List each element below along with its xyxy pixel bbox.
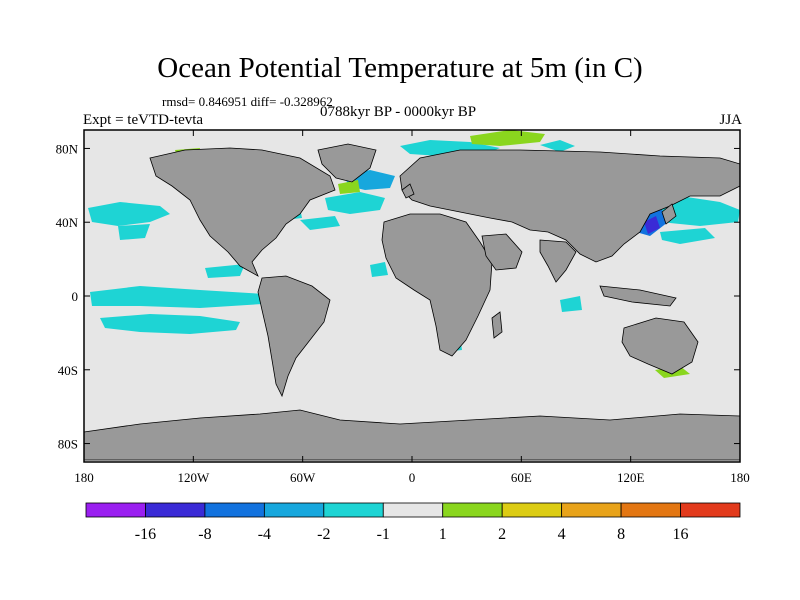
colorbar-label: 16	[673, 526, 689, 543]
colorbar-label: -2	[317, 526, 330, 543]
colorbar-label: 8	[617, 526, 625, 543]
landmass-uk	[401, 183, 415, 199]
land-masses	[84, 143, 740, 461]
y-tick-label: 40N	[56, 215, 79, 230]
anomaly-patch-natl	[325, 192, 385, 214]
anomaly-patch-arctic2	[540, 140, 575, 152]
rmsd-diff-stats: rmsd= 0.846951 diff= -0.328962	[162, 94, 333, 109]
colorbar-swatch	[145, 502, 206, 518]
map-panel	[83, 129, 741, 463]
x-tick-label: 0	[409, 470, 416, 485]
colorbar-label: -8	[198, 526, 211, 543]
colorbar-swatch	[561, 502, 622, 518]
landmass-indonesia	[599, 285, 677, 307]
landmass-north-america	[149, 147, 336, 277]
anomaly-patch-eqpac	[90, 286, 265, 308]
plot-title: Ocean Potential Temperature at 5m (in C)	[157, 52, 643, 84]
landmass-antarctica	[84, 409, 740, 461]
colorbar-swatch	[501, 502, 563, 518]
x-tick-label: 60E	[511, 470, 532, 485]
latitude-axis: 80N 40N 0 40S 80S	[56, 141, 740, 452]
colorbar-swatch	[442, 502, 503, 518]
season-label: JJA	[719, 112, 742, 128]
colorbar-label: -1	[377, 526, 390, 543]
anomaly-patch-green-arctic	[470, 130, 545, 146]
landmass-greenland	[317, 143, 377, 183]
colorbar-swatch	[620, 502, 681, 518]
landmass-south-america	[257, 275, 331, 398]
anomaly-patch-natl3	[300, 216, 340, 230]
x-tick-label: 180	[730, 470, 750, 485]
y-tick-label: 80N	[56, 141, 79, 156]
landmass-australia	[621, 317, 699, 375]
x-tick-label: 120W	[177, 470, 210, 485]
colorbar-label: -4	[258, 526, 271, 543]
colorbar-label: -16	[135, 526, 156, 543]
colorbar-swatch	[85, 502, 146, 518]
anomaly-patch-subtrop-pac	[205, 264, 245, 278]
colorbar-swatch	[323, 502, 384, 518]
x-tick-label: 180	[74, 470, 94, 485]
y-tick-label: 0	[72, 289, 79, 304]
experiment-label: Expt = teVTD-tevta	[83, 112, 204, 128]
y-tick-label: 80S	[58, 437, 78, 452]
anomaly-patch-npac2	[118, 224, 150, 240]
colorbar-swatch	[204, 502, 265, 518]
colorbar: -16 -8 -4 -2 -1 1 2 4 8 16	[85, 502, 741, 543]
colorbar-swatch	[382, 502, 444, 518]
landmass-madagascar	[491, 311, 503, 339]
colorbar-label: 4	[558, 526, 566, 543]
landmass-india	[539, 239, 577, 283]
anomaly-patch-arab	[370, 262, 388, 277]
longitude-axis: 180 120W 60W 0 60E 120E 180	[74, 130, 750, 485]
colorbar-swatch	[263, 502, 325, 518]
anomaly-patch-npac	[88, 202, 170, 226]
anomaly-patch-nwpac2	[660, 228, 715, 244]
colorbar-swatch	[680, 502, 741, 518]
x-tick-label: 120E	[617, 470, 645, 485]
x-tick-label: 60W	[290, 470, 316, 485]
period-label: 0788kyr BP - 0000kyr BP	[320, 104, 477, 120]
landmass-japan	[661, 203, 677, 225]
y-tick-label: 40S	[58, 363, 78, 378]
landmass-eurasia	[399, 149, 740, 263]
anomaly-patch-indian	[560, 296, 582, 312]
colorbar-label: 1	[439, 526, 447, 543]
anomaly-patch-japan2	[644, 216, 660, 234]
colorbar-label: 2	[498, 526, 506, 543]
landmass-arabia	[481, 233, 523, 271]
landmass-africa	[381, 213, 493, 357]
anomaly-patch-green-natl	[338, 180, 360, 194]
anomaly-patch-spac	[100, 314, 240, 334]
